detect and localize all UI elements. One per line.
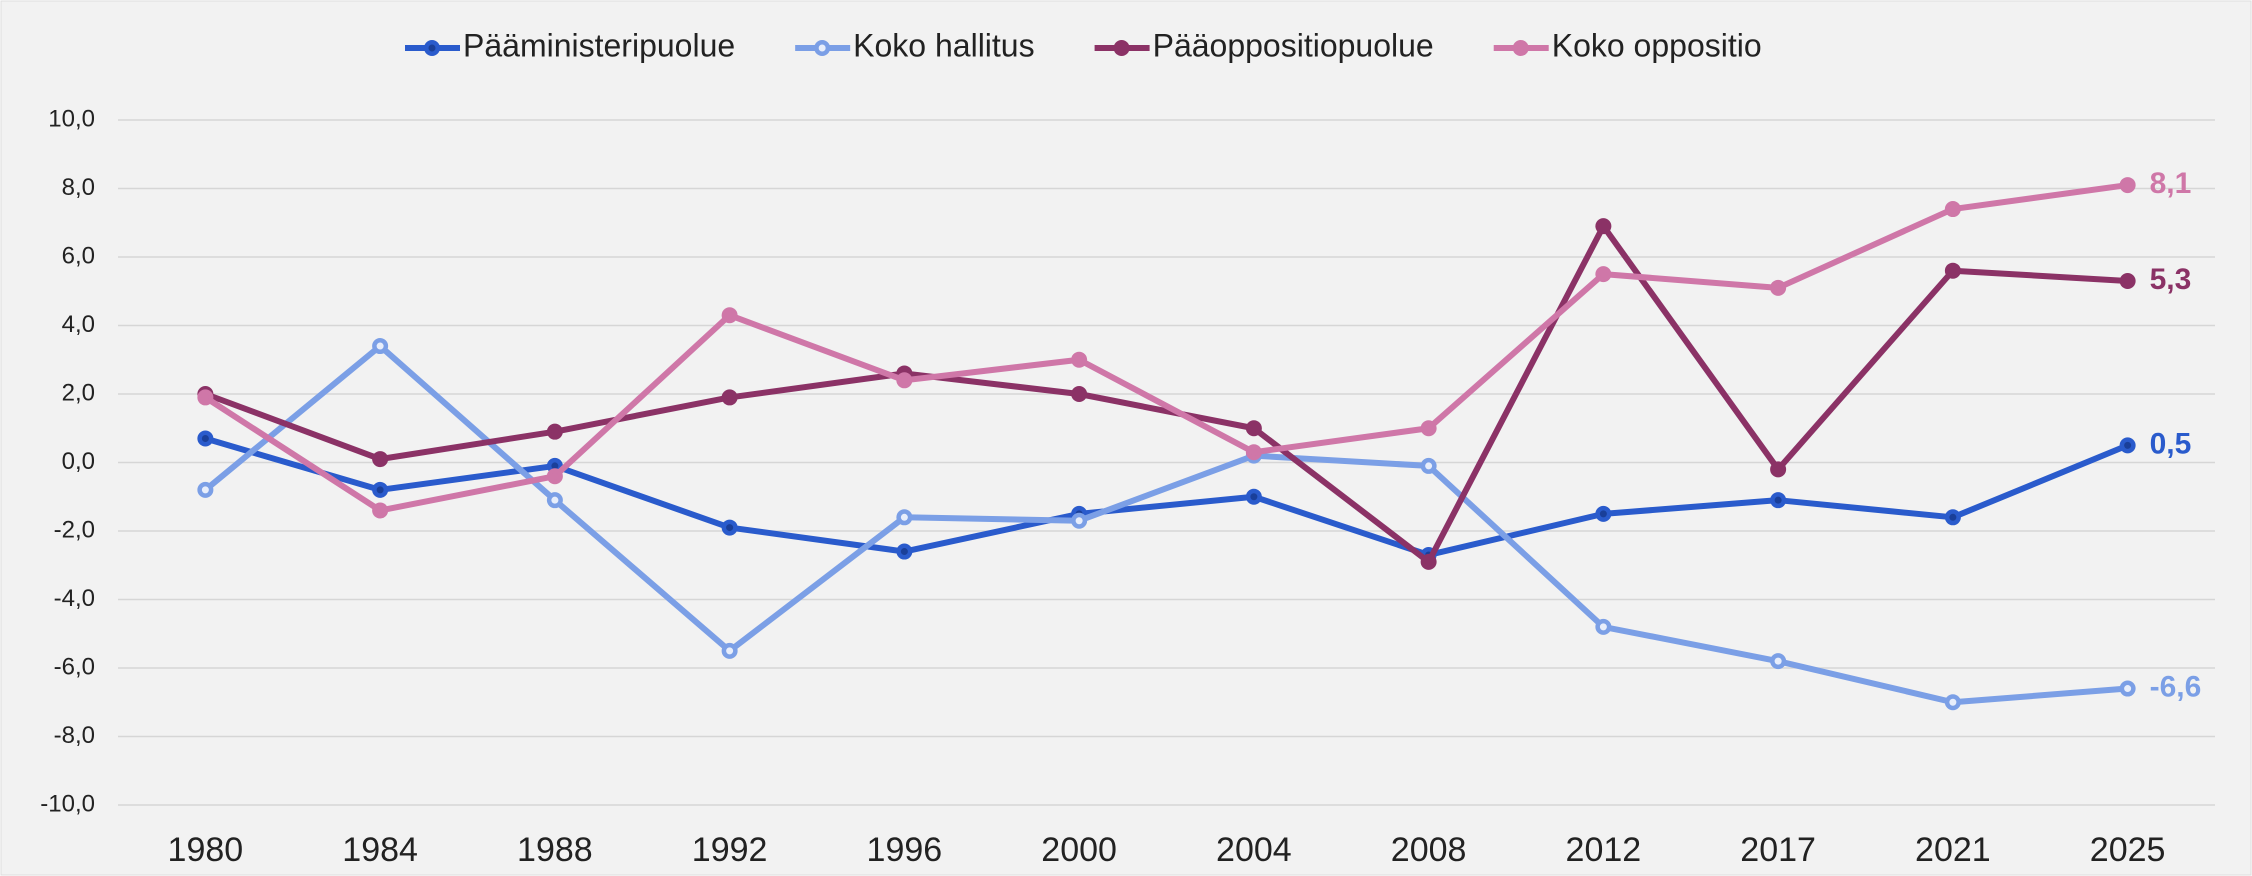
series-line (203, 343, 2128, 706)
data-point-center (1774, 496, 1782, 504)
data-point-center (2124, 277, 2132, 285)
data-point-center (1599, 222, 1607, 230)
data-point-center (2124, 441, 2132, 449)
data-point-center (551, 472, 559, 480)
x-tick-label: 2000 (1041, 831, 1117, 869)
data-point-center (551, 496, 559, 504)
x-tick-label: 2017 (1740, 831, 1816, 869)
y-tick-label: -2,0 (54, 516, 95, 543)
data-point-center (1949, 205, 1957, 213)
data-point-center (1599, 623, 1607, 631)
data-point-center (1075, 517, 1083, 525)
data-point-center (726, 647, 734, 655)
data-point-center (1774, 657, 1782, 665)
data-point-center (551, 462, 559, 470)
data-point-center (1949, 513, 1957, 521)
data-point-center (1250, 424, 1258, 432)
legend-marker-center (1118, 44, 1126, 52)
data-point-center (726, 311, 734, 319)
x-tick-label: 2025 (2090, 831, 2166, 869)
data-point-center (551, 428, 559, 436)
y-tick-label: 6,0 (62, 242, 95, 269)
legend-label: Koko oppositio (1552, 27, 1762, 63)
value-label: 8,1 (2150, 167, 2192, 200)
data-point-center (1250, 493, 1258, 501)
data-point-center (201, 435, 209, 443)
data-point-center (1949, 267, 1957, 275)
x-tick-label: 2012 (1566, 831, 1642, 869)
legend-label: Pääministeripuolue (463, 27, 735, 63)
data-point-center (1425, 558, 1433, 566)
data-point-center (1774, 465, 1782, 473)
x-tick-label: 1992 (692, 831, 768, 869)
x-tick-label: 2021 (1915, 831, 1991, 869)
legend-marker-center (1517, 44, 1525, 52)
y-tick-label: 10,0 (48, 105, 95, 132)
data-point-center (726, 524, 734, 532)
x-tick-label: 2008 (1391, 831, 1467, 869)
y-tick-label: -6,0 (54, 653, 95, 680)
y-tick-label: -8,0 (54, 722, 95, 749)
data-point-center (1599, 510, 1607, 518)
y-tick-label: 8,0 (62, 174, 95, 201)
legend-label: Pääoppositiopuolue (1153, 27, 1434, 63)
legend-marker-center (818, 44, 826, 52)
data-point-center (376, 486, 384, 494)
data-point-center (1075, 390, 1083, 398)
data-point-center (1425, 462, 1433, 470)
x-tick-label: 1984 (342, 831, 418, 869)
data-point-center (201, 486, 209, 494)
y-tick-label: 4,0 (62, 311, 95, 338)
series-line (203, 182, 2129, 514)
data-point-center (376, 455, 384, 463)
data-point-center (1599, 270, 1607, 278)
data-point-center (201, 393, 209, 401)
data-point-center (900, 513, 908, 521)
x-tick-label: 1996 (867, 831, 943, 869)
value-label: -6,6 (2150, 670, 2202, 703)
data-point-center (1075, 356, 1083, 364)
data-point-center (376, 506, 384, 514)
x-tick-label: 1988 (517, 831, 593, 869)
data-point-center (376, 342, 384, 350)
data-point-center (2124, 685, 2132, 693)
y-tick-label: 2,0 (62, 379, 95, 406)
data-point-center (1250, 448, 1258, 456)
data-point-center (1949, 698, 1957, 706)
legend-marker-center (428, 44, 436, 52)
y-tick-label: -4,0 (54, 585, 95, 612)
data-point-center (900, 376, 908, 384)
value-label: 5,3 (2150, 263, 2192, 296)
x-tick-label: 2004 (1216, 831, 1292, 869)
data-point-center (1774, 284, 1782, 292)
data-point-center (2124, 181, 2132, 189)
data-point-center (900, 548, 908, 556)
data-point-center (726, 393, 734, 401)
series-line (204, 435, 2129, 558)
x-tick-label: 1980 (168, 831, 244, 869)
y-tick-label: 0,0 (62, 448, 95, 475)
value-label: 0,5 (2150, 427, 2192, 460)
legend-label: Koko hallitus (853, 27, 1034, 63)
y-tick-label: -10,0 (40, 790, 95, 817)
series-line (204, 223, 2128, 565)
data-point-center (1425, 424, 1433, 432)
